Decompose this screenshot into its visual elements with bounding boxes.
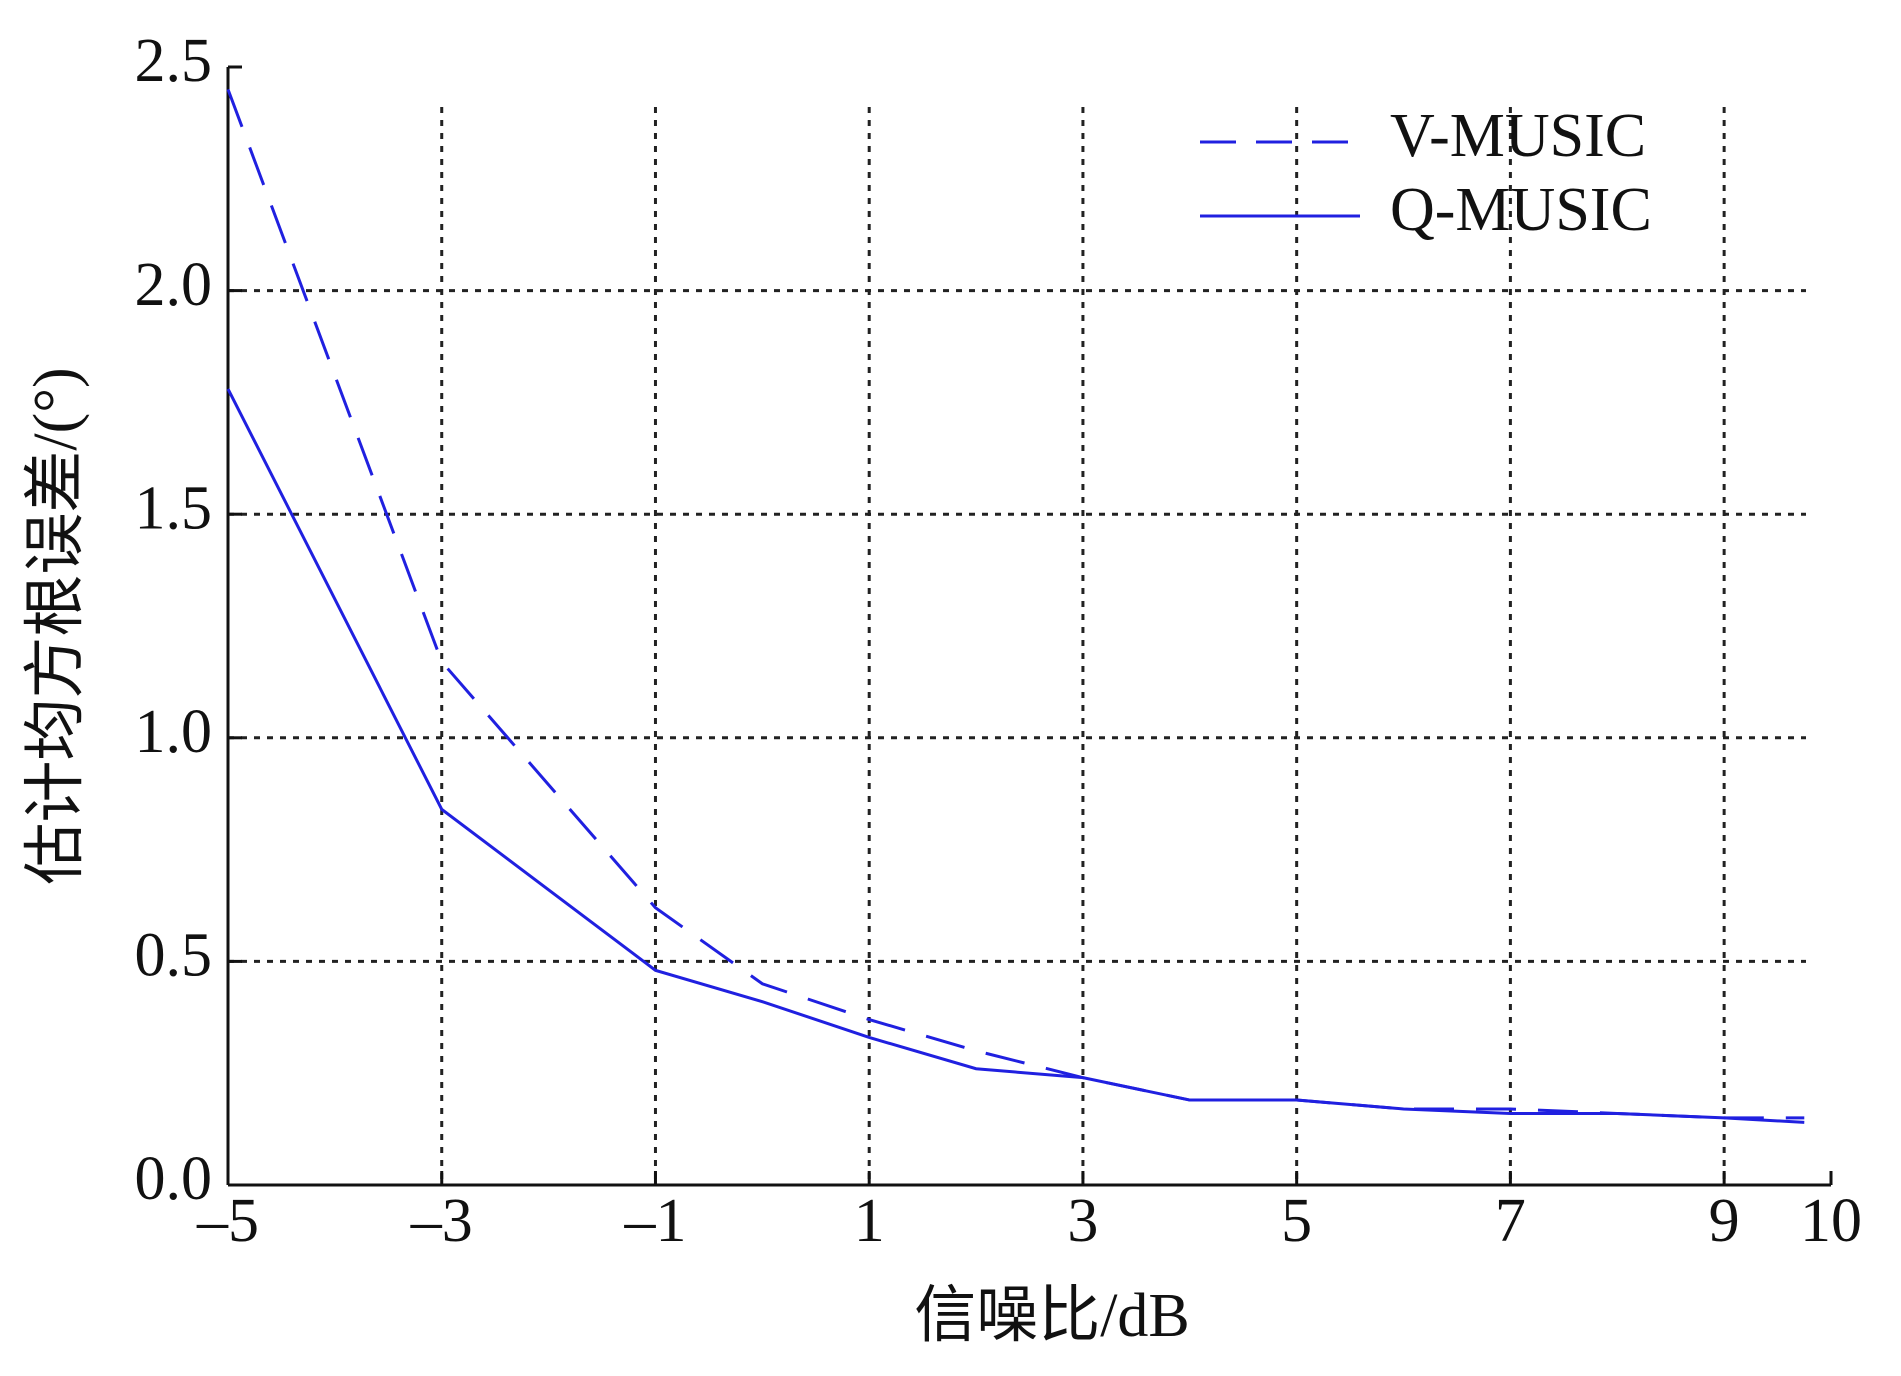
legend-label: V-MUSIC — [1390, 102, 1646, 170]
y-tick-label: 1.0 — [135, 698, 213, 766]
y-tick-label: 1.5 — [135, 474, 213, 542]
x-tick-label: 5 — [1281, 1187, 1312, 1255]
y-tick-label: 0.5 — [135, 922, 213, 990]
x-tick-label: 7 — [1495, 1187, 1526, 1255]
y-tick-label: 2.5 — [135, 27, 213, 95]
x-tick-label: 9 — [1709, 1187, 1740, 1255]
x-tick-label: –5 — [196, 1187, 259, 1255]
x-tick-label: 3 — [1067, 1187, 1098, 1255]
y-axis-label: 估计均方根误差/(°) — [22, 367, 90, 884]
x-tick-label: 1 — [854, 1187, 885, 1255]
y-tick-label: 0.0 — [135, 1145, 213, 1213]
x-tick-label: –3 — [410, 1187, 473, 1255]
data-line — [226, 388, 1805, 1124]
legend-label: Q-MUSIC — [1390, 176, 1652, 244]
x-axis-label: 信噪比/dB — [914, 1282, 1190, 1350]
y-tick-label: 2.0 — [135, 251, 213, 319]
x-tick-label: –1 — [623, 1187, 686, 1255]
x-tick-label: 10 — [1800, 1187, 1862, 1255]
